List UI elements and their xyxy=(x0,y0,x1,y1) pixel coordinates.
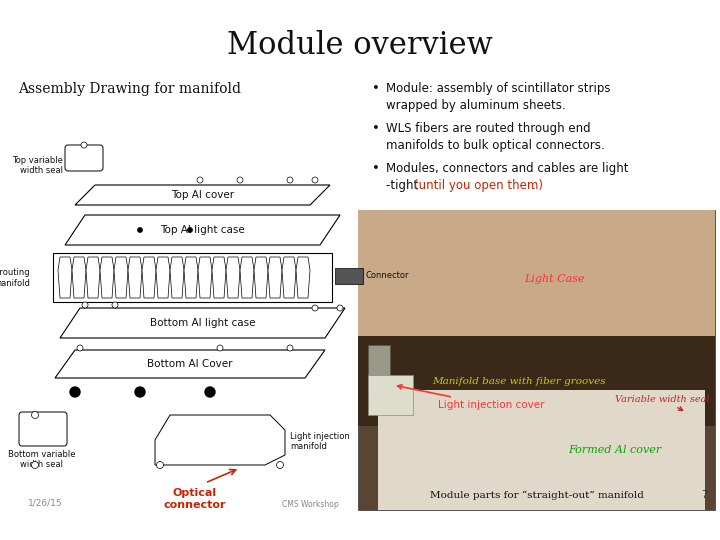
Polygon shape xyxy=(128,257,142,298)
Circle shape xyxy=(70,387,80,397)
Bar xyxy=(378,390,705,510)
Text: Module: assembly of scintillator strips: Module: assembly of scintillator strips xyxy=(386,82,611,95)
Text: Top Al cover: Top Al cover xyxy=(171,190,234,200)
FancyBboxPatch shape xyxy=(19,412,67,446)
Text: -tight: -tight xyxy=(386,179,422,192)
Circle shape xyxy=(32,462,38,469)
Circle shape xyxy=(77,345,83,351)
Polygon shape xyxy=(75,185,330,205)
Text: wrapped by aluminum sheets.: wrapped by aluminum sheets. xyxy=(386,99,566,112)
Polygon shape xyxy=(156,257,170,298)
Circle shape xyxy=(287,345,293,351)
Circle shape xyxy=(82,302,88,308)
Polygon shape xyxy=(296,257,310,298)
Text: Light injection cover: Light injection cover xyxy=(397,384,544,410)
Polygon shape xyxy=(100,257,114,298)
Polygon shape xyxy=(198,257,212,298)
Polygon shape xyxy=(226,257,240,298)
Text: Top variable
width seal: Top variable width seal xyxy=(12,156,63,176)
Polygon shape xyxy=(142,257,156,298)
Bar xyxy=(335,268,363,284)
Circle shape xyxy=(138,227,143,233)
Bar xyxy=(358,336,715,426)
Bar xyxy=(358,210,715,336)
Polygon shape xyxy=(58,257,72,298)
Circle shape xyxy=(156,462,163,469)
Polygon shape xyxy=(268,257,282,298)
Circle shape xyxy=(217,345,223,351)
Bar xyxy=(368,375,413,415)
Bar xyxy=(53,253,332,302)
Text: Formed Al cover: Formed Al cover xyxy=(568,445,662,455)
Circle shape xyxy=(312,305,318,311)
Text: Top Al light case: Top Al light case xyxy=(160,225,245,235)
Text: Manifold base with fiber grooves: Manifold base with fiber grooves xyxy=(432,376,606,386)
Text: 7: 7 xyxy=(701,490,707,500)
Text: Connector: Connector xyxy=(365,272,408,280)
Circle shape xyxy=(197,177,203,183)
Polygon shape xyxy=(184,257,198,298)
Circle shape xyxy=(112,302,118,308)
Polygon shape xyxy=(72,257,86,298)
Polygon shape xyxy=(282,257,296,298)
Text: Assembly Drawing for manifold: Assembly Drawing for manifold xyxy=(18,82,241,96)
Text: CMS Workshop: CMS Workshop xyxy=(282,500,338,509)
Bar xyxy=(358,210,715,510)
Polygon shape xyxy=(55,350,325,378)
Polygon shape xyxy=(114,257,128,298)
Circle shape xyxy=(81,142,87,148)
Text: .: . xyxy=(532,179,536,192)
Polygon shape xyxy=(86,257,100,298)
Polygon shape xyxy=(240,257,254,298)
Text: Optical
connector: Optical connector xyxy=(163,488,226,510)
Text: Fiber routing
manifold: Fiber routing manifold xyxy=(0,268,30,288)
Circle shape xyxy=(32,411,38,418)
Text: Module overview: Module overview xyxy=(227,30,493,61)
Text: •: • xyxy=(372,82,380,95)
Circle shape xyxy=(135,387,145,397)
Bar xyxy=(368,345,390,395)
Text: Variable width seal: Variable width seal xyxy=(615,395,710,410)
FancyBboxPatch shape xyxy=(65,145,103,171)
Text: •: • xyxy=(372,122,380,135)
Text: Bottom variable
width seal: Bottom variable width seal xyxy=(8,450,76,469)
Text: Light Case: Light Case xyxy=(524,274,585,284)
Text: •: • xyxy=(372,162,380,175)
Circle shape xyxy=(237,177,243,183)
Circle shape xyxy=(276,462,284,469)
Text: Bottom Al Cover: Bottom Al Cover xyxy=(148,359,233,369)
Text: manifolds to bulk optical connectors.: manifolds to bulk optical connectors. xyxy=(386,139,605,152)
Polygon shape xyxy=(254,257,268,298)
Circle shape xyxy=(287,177,293,183)
Polygon shape xyxy=(170,257,184,298)
Polygon shape xyxy=(65,215,340,245)
Text: WLS fibers are routed through end: WLS fibers are routed through end xyxy=(386,122,590,135)
Circle shape xyxy=(187,227,192,233)
Polygon shape xyxy=(155,415,285,465)
Text: 1/26/15: 1/26/15 xyxy=(27,498,63,507)
Text: Bottom Al light case: Bottom Al light case xyxy=(150,318,256,328)
Text: Module parts for “straight-out” manifold: Module parts for “straight-out” manifold xyxy=(430,490,644,500)
Polygon shape xyxy=(60,308,345,338)
Text: Modules, connectors and cables are light: Modules, connectors and cables are light xyxy=(386,162,629,175)
Circle shape xyxy=(337,305,343,311)
Circle shape xyxy=(312,177,318,183)
Text: (until you open them): (until you open them) xyxy=(414,179,543,192)
Polygon shape xyxy=(212,257,226,298)
Circle shape xyxy=(205,387,215,397)
Text: Light injection
manifold: Light injection manifold xyxy=(290,432,350,451)
